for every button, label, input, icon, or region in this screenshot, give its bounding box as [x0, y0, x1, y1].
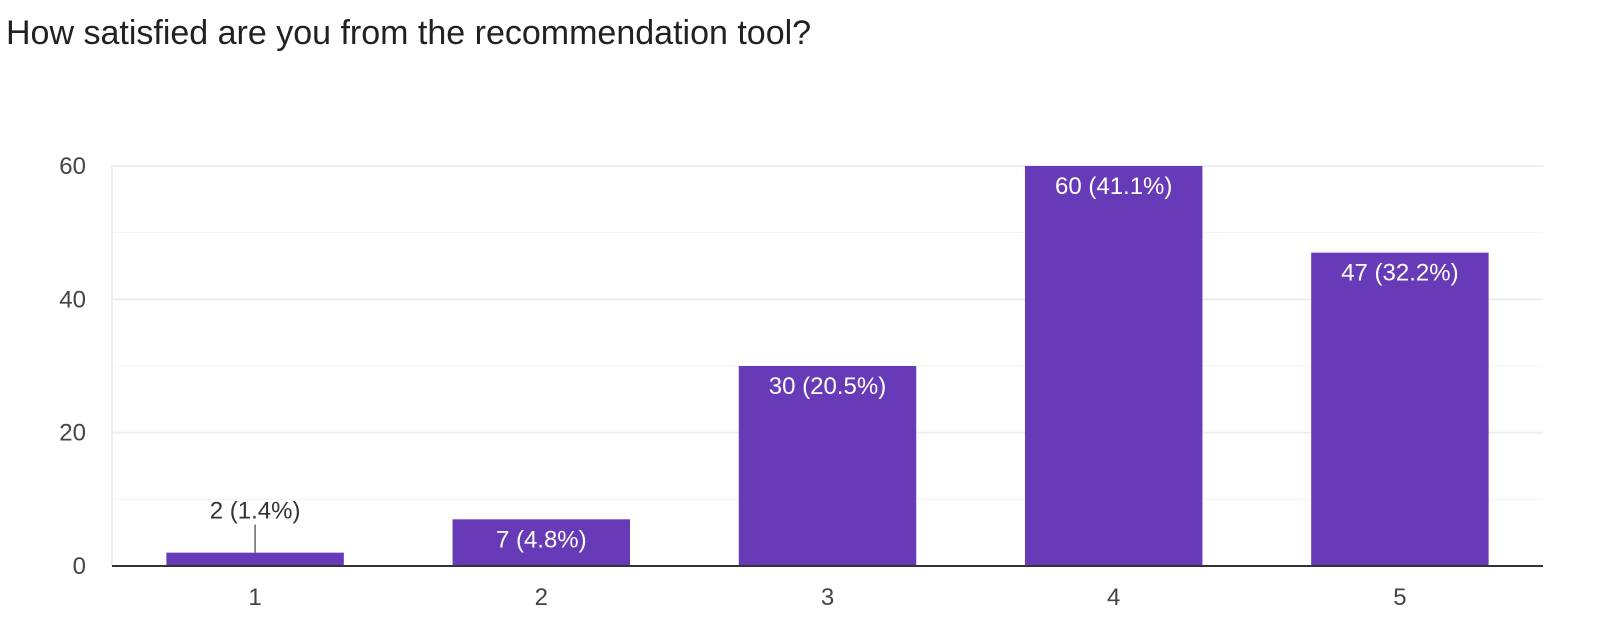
x-tick-label: 4	[1107, 584, 1120, 611]
data-label-5: 47 (32.2%)	[1341, 260, 1458, 287]
y-tick-label: 0	[73, 553, 86, 580]
y-tick-label: 60	[59, 153, 86, 180]
data-label-2: 7 (4.8%)	[496, 526, 587, 553]
bar-3	[738, 366, 917, 566]
bar-5	[1311, 252, 1489, 566]
bar-1	[166, 552, 344, 566]
x-tick-label: 2	[535, 584, 548, 611]
data-label-1: 2 (1.4%)	[210, 498, 301, 525]
labels: 0 20 40 60 2 (1.4%) 1 7 (4.8%) 2 30 (20.5%) 3 60 (…	[59, 153, 1458, 611]
x-tick-label: 5	[1393, 584, 1406, 611]
data-label-4: 60 (41.1%)	[1055, 173, 1172, 200]
x-tick-label: 1	[248, 584, 261, 611]
bar-4	[1024, 166, 1203, 566]
y-tick-label: 40	[59, 286, 86, 313]
bar-2	[452, 519, 631, 566]
y-tick-label: 20	[59, 420, 86, 447]
chart-title: How satisfied are you from the recommend…	[6, 14, 812, 52]
data-label-3: 30 (20.5%)	[769, 373, 886, 400]
x-tick-label: 3	[821, 584, 834, 611]
bars	[166, 166, 1489, 566]
